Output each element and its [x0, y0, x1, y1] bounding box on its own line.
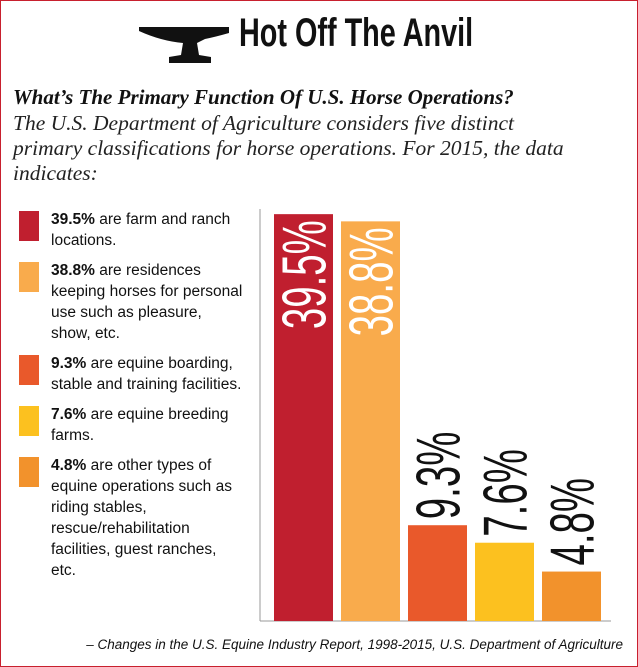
bar: [475, 542, 534, 621]
bar: [274, 214, 333, 621]
source-note: – Changes in the U.S. Equine Industry Re…: [86, 637, 623, 652]
bar: [408, 525, 467, 621]
legend-text: 9.3% are equine boarding, stable and tra…: [51, 353, 244, 395]
legend-value: 4.8%: [51, 457, 87, 474]
legend-item: 7.6% are equine breeding farms.: [19, 404, 244, 446]
legend-item: 4.8% are other types of equine operation…: [19, 455, 244, 581]
legend-item: 39.5% are farm and ranch locations.: [19, 209, 244, 251]
value-label: 7.6%: [470, 449, 540, 537]
legend-label: are equine boarding, stable and training…: [51, 355, 242, 393]
chart-title: What’s The Primary Function Of U.S. Hors…: [13, 85, 514, 109]
legend-value: 38.8%: [51, 262, 95, 279]
legend-value: 9.3%: [51, 355, 87, 372]
value-label: 38.8%: [336, 227, 406, 336]
legend-text: 39.5% are farm and ranch locations.: [51, 209, 244, 251]
legend-label: are other types of equine operations suc…: [51, 457, 232, 579]
legend-item: 9.3% are equine boarding, stable and tra…: [19, 353, 244, 395]
legend-swatch: [19, 262, 39, 292]
bar: [341, 221, 400, 622]
bar: [542, 571, 601, 621]
legend-label: are residences keeping horses for person…: [51, 262, 243, 342]
legend-text: 38.8% are residences keeping horses for …: [51, 260, 244, 344]
legend-label: are equine breeding farms.: [51, 406, 229, 444]
value-label: 4.8%: [537, 478, 607, 566]
anvil-icon: [139, 27, 229, 63]
legend-text: 7.6% are equine breeding farms.: [51, 404, 244, 446]
legend-swatch: [19, 211, 39, 241]
legend-swatch: [19, 355, 39, 385]
value-label: 9.3%: [403, 432, 473, 520]
legend-text: 4.8% are other types of equine operation…: [51, 455, 244, 581]
legend-value: 39.5%: [51, 211, 95, 228]
legend-swatch: [19, 457, 39, 487]
legend-swatch: [19, 406, 39, 436]
brand-title: Hot Off The Anvil: [239, 11, 474, 55]
legend-label: are farm and ranch locations.: [51, 211, 231, 249]
legend-value: 7.6%: [51, 406, 87, 423]
legend: 39.5% are farm and ranch locations. 38.8%…: [19, 209, 244, 581]
chart-subtitle: The U.S. Department of Agriculture consi…: [13, 111, 564, 185]
legend-item: 38.8% are residences keeping horses for …: [19, 260, 244, 344]
brand-banner: [139, 27, 229, 63]
value-label: 39.5%: [269, 220, 339, 329]
